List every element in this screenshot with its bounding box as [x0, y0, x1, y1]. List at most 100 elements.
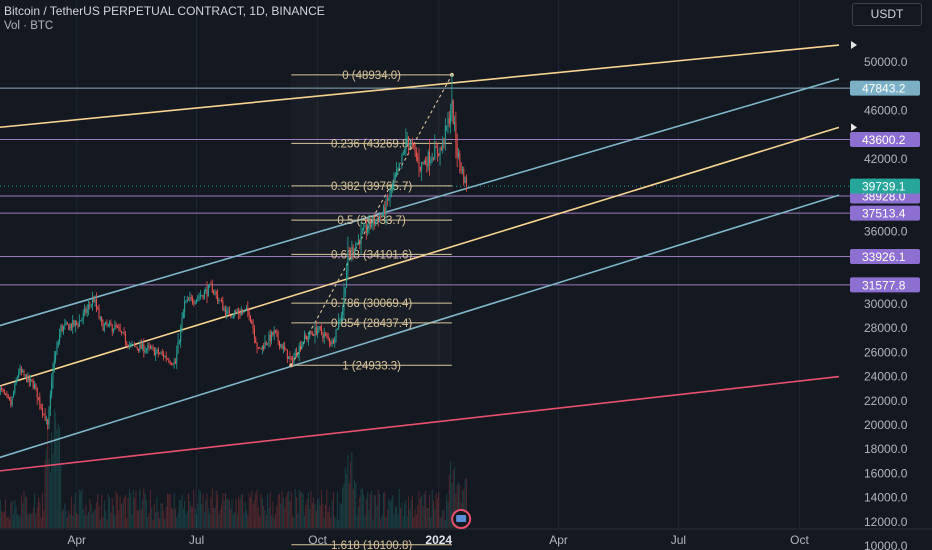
- volume-bar: [450, 461, 452, 528]
- volume-label[interactable]: Vol · BTC: [4, 20, 54, 32]
- volume-bar: [136, 510, 138, 528]
- candle-body: [14, 384, 16, 393]
- trend-lines[interactable]: [0, 44, 840, 472]
- candle-body: [397, 167, 399, 170]
- candle-body: [407, 137, 409, 146]
- candle-body: [297, 354, 299, 357]
- candle-body: [16, 376, 18, 381]
- candle-body: [325, 333, 327, 335]
- horizontal-levels[interactable]: [0, 87, 850, 286]
- volume-bar: [244, 502, 246, 528]
- volume-bar: [53, 408, 55, 528]
- fibonacci-retracement[interactable]: 0 (48934.0) 0.236 (43269.8) 0.382 (39765.7…: [289, 70, 454, 550]
- candle-body: [5, 393, 7, 395]
- candle-body: [28, 375, 30, 382]
- candle-body: [253, 329, 255, 339]
- volume-bar: [51, 432, 53, 528]
- volume-bar: [321, 490, 323, 528]
- candle-body: [255, 338, 257, 344]
- volume-bar: [76, 513, 78, 528]
- volume-bar: [64, 503, 66, 528]
- candle-body: [442, 139, 444, 150]
- candle-body: [301, 344, 303, 350]
- symbol-title[interactable]: Bitcoin / TetherUS PERPETUAL CONTRACT, 1…: [4, 4, 325, 18]
- volume-bar: [82, 509, 84, 528]
- candle-body: [392, 184, 394, 190]
- candle-body: [438, 153, 440, 156]
- volume-bar: [56, 429, 58, 528]
- volume-bar: [160, 503, 162, 528]
- candle-body: [322, 333, 324, 339]
- candle-body: [1, 387, 3, 390]
- volume-bar: [422, 505, 424, 528]
- volume-bar: [218, 514, 220, 528]
- candle-body: [339, 319, 341, 321]
- trend-line[interactable]: [0, 194, 840, 459]
- volume-bar: [68, 510, 70, 528]
- candle-body: [227, 309, 229, 311]
- candle-body: [271, 332, 273, 342]
- candle-body: [89, 304, 91, 306]
- candle-body: [47, 419, 49, 425]
- candle-body: [172, 364, 174, 365]
- trend-line[interactable]: [0, 126, 840, 387]
- volume-bar: [353, 480, 355, 528]
- volume-bar: [111, 497, 113, 528]
- volume-bar: [57, 423, 59, 528]
- volume-bar: [157, 511, 159, 528]
- candle-body: [302, 342, 304, 345]
- trend-line[interactable]: [0, 375, 840, 472]
- candle-body: [355, 244, 357, 251]
- candle-body: [390, 189, 392, 192]
- volume-bar: [169, 493, 171, 528]
- trend-line[interactable]: [0, 44, 840, 129]
- currency-button[interactable]: USDT: [852, 3, 922, 26]
- time-axis[interactable]: Apr Jul Oct 2024 Apr Jul Oct: [0, 509, 932, 547]
- candle-body: [168, 359, 170, 363]
- volume-bar: [298, 489, 300, 528]
- candle-body: [213, 292, 215, 294]
- volume-bar: [423, 494, 425, 528]
- candle-body: [174, 361, 176, 364]
- candle-body: [161, 352, 163, 354]
- volume-bar: [372, 519, 374, 528]
- volume-bar: [124, 494, 126, 528]
- volume-bar: [119, 496, 121, 528]
- candle-body: [425, 160, 427, 164]
- candle-body: [282, 346, 284, 350]
- volume-bar: [263, 505, 265, 528]
- volume-bar: [126, 517, 128, 528]
- candle-body: [36, 387, 38, 398]
- volume-bar: [10, 501, 12, 528]
- volume-bar: [161, 503, 163, 528]
- candle-body: [20, 368, 22, 373]
- volume-bar: [5, 499, 7, 528]
- candle-body: [381, 214, 383, 217]
- volume-bar: [94, 508, 96, 528]
- volume-bar: [30, 513, 32, 528]
- candle-body: [86, 308, 88, 313]
- volume-bar: [41, 493, 43, 528]
- volume-bar: [311, 502, 313, 528]
- candle-body: [363, 226, 365, 231]
- volume-bar: [123, 497, 125, 528]
- volume-bar: [264, 509, 266, 528]
- candle-body: [364, 225, 366, 227]
- volume-bar: [205, 500, 207, 528]
- candle-body: [379, 216, 381, 223]
- trend-line[interactable]: [0, 78, 840, 327]
- candle-body: [406, 137, 408, 139]
- candle-body: [153, 348, 155, 356]
- candle-body: [459, 153, 461, 163]
- fib-level-label: 1.618 (10100.8): [331, 540, 412, 550]
- candle-body: [394, 175, 396, 179]
- candle-body: [411, 142, 413, 145]
- volume-bar: [344, 467, 346, 528]
- volume-bar: [260, 493, 262, 528]
- candle-body: [368, 219, 370, 229]
- candle-body: [418, 158, 420, 168]
- candle-body: [235, 311, 237, 313]
- volume-bar: [421, 495, 423, 528]
- volume-bar: [81, 488, 83, 528]
